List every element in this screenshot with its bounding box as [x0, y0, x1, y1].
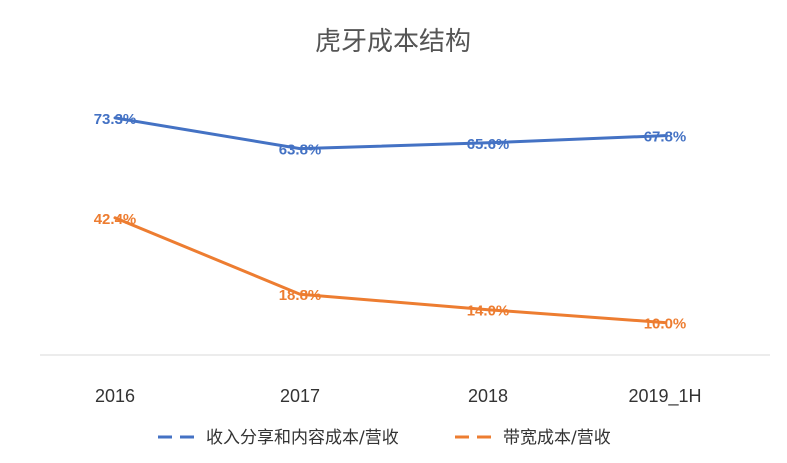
data-label: 67.8% — [644, 129, 687, 146]
x-axis-ticks: 2016 2017 2018 2019_1H — [95, 386, 702, 407]
chart-title: 虎牙成本结构 — [315, 27, 471, 57]
data-label: 14.0% — [467, 303, 510, 320]
plot-area: 73.3% 63.8% 65.6% 67.8% 42.4% 18.8% 14.0% 10.0% — [94, 111, 687, 333]
legend-item-0: 收入分享和内容成本/营收 — [158, 428, 399, 448]
data-label: 42.4% — [94, 211, 137, 228]
x-tick-label: 2018 — [468, 386, 508, 406]
x-tick-label: 2016 — [95, 386, 135, 406]
series-line-1 — [113, 216, 667, 325]
x-tick-label: 2017 — [280, 386, 320, 406]
legend-item-1: 带宽成本/营收 — [455, 428, 611, 448]
data-label: 63.8% — [279, 142, 322, 159]
x-tick-label: 2019_1H — [628, 386, 701, 407]
data-label: 73.3% — [94, 111, 137, 128]
data-label: 65.6% — [467, 136, 510, 153]
data-label: 18.8% — [279, 287, 322, 304]
series-line-0 — [113, 116, 667, 151]
legend: 收入分享和内容成本/营收 带宽成本/营收 — [158, 428, 611, 448]
legend-label: 带宽成本/营收 — [503, 428, 611, 448]
legend-label: 收入分享和内容成本/营收 — [206, 428, 399, 448]
data-label: 10.0% — [644, 316, 687, 333]
